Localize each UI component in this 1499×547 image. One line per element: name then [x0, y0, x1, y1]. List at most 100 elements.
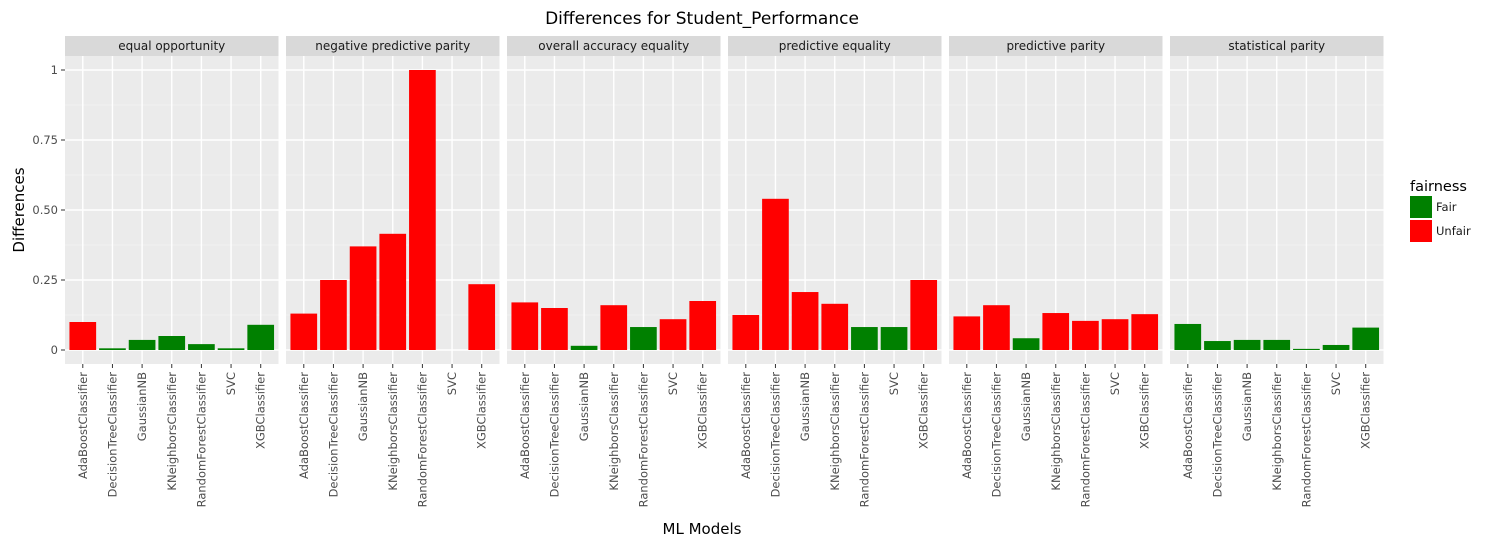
x-tick-label: DecisionTreeClassifier	[768, 372, 782, 498]
facet-panel: negative predictive parity AdaBoostClassi…	[286, 36, 500, 507]
y-axis: 0 0.25 0.50 0.75 1	[32, 63, 65, 357]
legend-swatch	[1410, 220, 1432, 242]
bar	[1072, 320, 1099, 350]
x-tick-label: RandomForestClassifier	[857, 372, 871, 508]
legend-label: Unfair	[1436, 224, 1471, 238]
x-tick-label: XGBClassifier	[1138, 372, 1152, 449]
bar	[1012, 338, 1040, 350]
x-tick-label: KNeighborsClassifier	[386, 372, 400, 491]
legend: fairness Fair Unfair	[1410, 179, 1471, 242]
bar	[379, 233, 407, 350]
facet-strip-label: statistical parity	[1228, 39, 1325, 53]
bar	[99, 348, 126, 350]
facet-strip-label: negative predictive parity	[315, 39, 470, 53]
facet-strip-label: predictive parity	[1006, 39, 1105, 53]
bar	[1204, 341, 1231, 350]
bar	[762, 198, 789, 350]
x-tick-label: SVC	[887, 372, 901, 395]
y-axis-title: Differences	[10, 167, 28, 252]
bar	[791, 292, 819, 350]
legend-title: fairness	[1410, 179, 1467, 195]
bar	[158, 336, 186, 350]
x-tick-label: XGBClassifier	[254, 372, 268, 449]
y-tick-label: 0.75	[32, 133, 58, 147]
x-tick-label: DecisionTreeClassifier	[989, 372, 1003, 498]
bar	[541, 308, 568, 350]
x-tick-label: RandomForestClassifier	[1078, 372, 1092, 508]
y-tick-label: 1	[51, 63, 58, 77]
y-tick-label: 0.25	[32, 273, 58, 287]
facet-panel: overall accuracy equality AdaBoostClassif…	[507, 36, 721, 507]
x-tick-label: AdaBoostClassifier	[960, 372, 974, 479]
bar	[600, 305, 628, 350]
bar	[188, 344, 215, 350]
x-tick-label: RandomForestClassifier	[194, 372, 208, 508]
x-tick-label: KNeighborsClassifier	[1049, 372, 1063, 491]
x-axis-title: ML Models	[663, 520, 742, 538]
y-tick-label: 0	[51, 343, 58, 357]
bar	[409, 70, 436, 350]
x-tick-label: KNeighborsClassifier	[1270, 372, 1284, 491]
facet-strip	[1170, 36, 1384, 56]
x-tick-label: DecisionTreeClassifier	[547, 372, 561, 498]
bar	[732, 315, 760, 350]
bar	[953, 316, 981, 350]
x-tick-label: SVC	[445, 372, 459, 395]
x-tick-label: KNeighborsClassifier	[828, 372, 842, 491]
facet-strip	[286, 36, 500, 56]
x-tick-label: AdaBoostClassifier	[76, 372, 90, 479]
bar	[1101, 319, 1129, 350]
bar	[290, 313, 318, 350]
x-tick-label: XGBClassifier	[1359, 372, 1373, 449]
bar	[1263, 339, 1291, 350]
bar	[1352, 327, 1380, 350]
bar	[689, 301, 717, 350]
x-tick-label: KNeighborsClassifier	[607, 372, 621, 491]
bar	[880, 327, 908, 350]
x-tick-label: AdaBoostClassifier	[297, 372, 311, 479]
x-tick-label: AdaBoostClassifier	[518, 372, 532, 479]
bar	[821, 303, 849, 350]
bar	[570, 345, 598, 350]
x-tick-label: DecisionTreeClassifier	[105, 372, 119, 498]
chart-title: Differences for Student_Performance	[545, 9, 859, 29]
legend-label: Fair	[1436, 200, 1457, 214]
x-tick-label: AdaBoostClassifier	[1181, 372, 1195, 479]
bar	[1233, 339, 1261, 350]
facet-strip	[728, 36, 942, 56]
x-tick-label: RandomForestClassifier	[1299, 372, 1313, 508]
facet-panel: statistical parity AdaBoostClassifier Deci…	[1170, 36, 1384, 507]
legend-swatch	[1410, 196, 1432, 218]
x-tick-label: SVC	[1108, 372, 1122, 395]
x-tick-label: DecisionTreeClassifier	[326, 372, 340, 498]
facet-panel: equal opportunity AdaBoostClassifier Decis…	[65, 36, 279, 507]
facet-strip	[949, 36, 1163, 56]
bar	[69, 322, 97, 350]
x-tick-label: XGBClassifier	[475, 372, 489, 449]
x-tick-label: XGBClassifier	[917, 372, 931, 449]
bar	[1322, 344, 1350, 350]
bar	[910, 280, 938, 350]
facet-strip	[65, 36, 279, 56]
bar	[1042, 313, 1070, 350]
x-tick-label: SVC	[1329, 372, 1343, 395]
facet-strip-label: equal opportunity	[118, 39, 225, 53]
bar	[247, 324, 275, 350]
x-tick-label: GaussianNB	[798, 372, 812, 441]
x-tick-label: GaussianNB	[1019, 372, 1033, 441]
facet-panel: predictive equality AdaBoostClassifier Dec…	[728, 36, 942, 507]
x-tick-label: RandomForestClassifier	[415, 372, 429, 508]
x-tick-label: RandomForestClassifier	[636, 372, 650, 508]
x-tick-label: SVC	[666, 372, 680, 395]
facet-strip-label: overall accuracy equality	[538, 39, 689, 53]
bar	[1174, 323, 1202, 350]
x-tick-label: XGBClassifier	[696, 372, 710, 449]
facet-strip	[507, 36, 721, 56]
x-tick-label: AdaBoostClassifier	[739, 372, 753, 479]
y-tick-label: 0.50	[32, 203, 58, 217]
x-tick-label: GaussianNB	[135, 372, 149, 441]
bar	[659, 319, 687, 350]
bar	[320, 280, 347, 350]
bar	[217, 348, 245, 350]
